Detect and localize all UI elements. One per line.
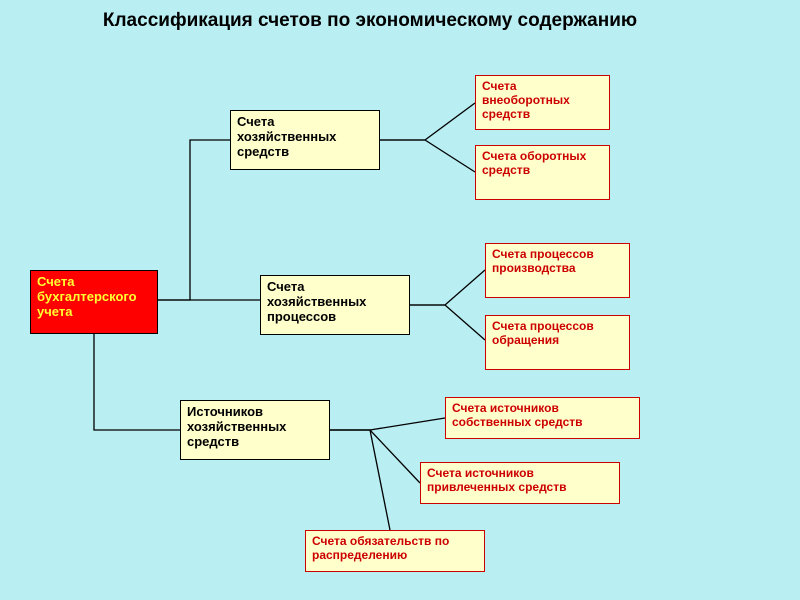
node-root: Счета бухгалтерского учета: [30, 270, 158, 334]
node-leaf1a: Счета внеоборотных средств: [475, 75, 610, 130]
diagram-title: Классификация счетов по экономическому с…: [90, 10, 650, 32]
diagram-canvas: Классификация счетов по экономическому с…: [0, 0, 800, 600]
node-mid2: Счета хозяйственных процессов: [260, 275, 410, 335]
node-leaf3a: Счета источников собственных средств: [445, 397, 640, 439]
node-leaf3c: Счета обязательств по распределению: [305, 530, 485, 572]
node-leaf2a: Счета процессов производства: [485, 243, 630, 298]
node-leaf1b: Счета оборотных средств: [475, 145, 610, 200]
node-leaf2b: Счета процессов обращения: [485, 315, 630, 370]
node-mid1: Счета хозяйственных средств: [230, 110, 380, 170]
node-leaf3b: Счета источников привлеченных средств: [420, 462, 620, 504]
node-mid3: Источников хозяйственных средств: [180, 400, 330, 460]
